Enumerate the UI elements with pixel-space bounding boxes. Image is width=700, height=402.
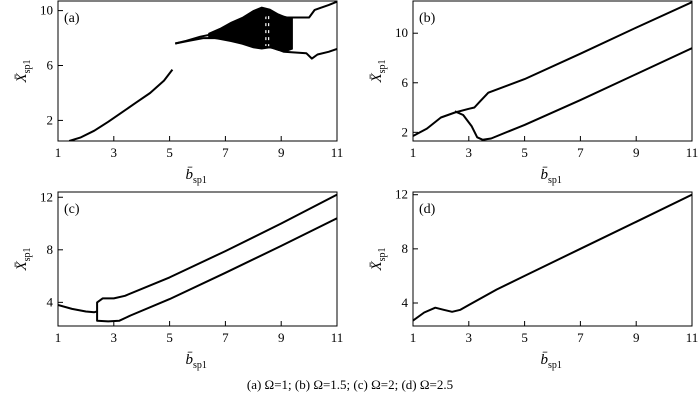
x-tick-label: 5 xyxy=(521,145,528,160)
plot-frame xyxy=(57,0,338,142)
series-line-2 xyxy=(96,217,337,323)
y-axis-label: X̄sp1 xyxy=(369,247,388,271)
y-tick-label: 8 xyxy=(402,241,409,256)
series-line-2 xyxy=(174,1,337,45)
data-area xyxy=(413,1,692,141)
x-tick-label: 9 xyxy=(633,330,640,345)
x-tick-label: 7 xyxy=(577,145,584,160)
x-tick-label: 7 xyxy=(577,330,584,345)
y-tick-label: 10 xyxy=(395,25,408,40)
data-area xyxy=(68,1,337,141)
y-tick-label: 4 xyxy=(47,294,54,309)
x-tick-label: 3 xyxy=(466,145,473,160)
x-tick-label: 11 xyxy=(686,145,699,160)
y-tick-label: 12 xyxy=(40,189,53,204)
x-tick-label: 5 xyxy=(166,145,173,160)
x-tick-label: 5 xyxy=(521,330,528,345)
x-axis-label: b̄sp1 xyxy=(186,352,207,371)
y-axis-label: X̄sp1 xyxy=(14,59,33,83)
y-axis-label: X̄sp1 xyxy=(369,59,388,83)
y-tick-label: 8 xyxy=(47,242,54,257)
series-line-1 xyxy=(413,193,692,322)
x-tick-label: 3 xyxy=(111,330,118,345)
x-tick-label: 1 xyxy=(55,145,62,160)
x-tick-label: 1 xyxy=(55,330,62,345)
x-tick-label: 3 xyxy=(111,145,118,160)
x-tick-label: 11 xyxy=(331,330,344,345)
series-line-1 xyxy=(58,193,337,314)
plot-frame xyxy=(412,0,693,142)
x-tick-label: 9 xyxy=(633,145,640,160)
x-tick-label: 9 xyxy=(278,145,285,160)
panel-3: 1 3 5 7 9 11 4 8 12 (c) b̄sp1 X̄sp1 xyxy=(14,189,343,371)
x-tick-label: 11 xyxy=(686,330,699,345)
x-tick-label: 1 xyxy=(410,330,417,345)
panel-4: 1 3 5 7 9 11 4 8 12 (d) b̄sp1 X̄sp1 xyxy=(369,187,698,371)
series-line-1 xyxy=(413,1,692,137)
series-line-3 xyxy=(175,37,337,60)
x-tick-label: 9 xyxy=(278,330,285,345)
y-tick-label: 4 xyxy=(402,295,409,310)
x-tick-label: 1 xyxy=(410,145,417,160)
panel-label: (c) xyxy=(64,202,80,217)
series-line-2 xyxy=(454,47,692,141)
x-tick-label: 11 xyxy=(331,145,344,160)
x-tick-label: 7 xyxy=(222,145,229,160)
x-tick-label: 7 xyxy=(222,330,229,345)
plot-frame xyxy=(412,191,693,327)
panel-label: (a) xyxy=(64,11,80,26)
plot-frame xyxy=(57,191,338,327)
x-tick-label: 5 xyxy=(166,330,173,345)
x-axis-label: b̄sp1 xyxy=(541,167,562,186)
y-tick-label: 2 xyxy=(47,112,54,127)
x-axis-label: b̄sp1 xyxy=(186,167,207,186)
panel-1: 1 3 5 7 9 11 2 6 10 (a) b̄sp1 X̄sp1 xyxy=(14,0,344,186)
data-area xyxy=(58,193,337,323)
y-tick-label: 2 xyxy=(402,124,409,139)
y-axis-label: X̄sp1 xyxy=(14,247,33,271)
panel-2: 1 3 5 7 9 11 2 6 10 (b) b̄sp1 X̄sp1 xyxy=(369,0,699,186)
y-tick-label: 12 xyxy=(395,187,408,202)
y-tick-label: 6 xyxy=(47,58,54,73)
y-tick-label: 10 xyxy=(40,3,53,18)
figure-caption: (a) Ω=1; (b) Ω=1.5; (c) Ω=2; (d) Ω=2.5 xyxy=(246,377,454,392)
series-line-1 xyxy=(68,68,174,141)
panel-label: (b) xyxy=(419,11,436,26)
data-area xyxy=(413,193,692,322)
panel-label: (d) xyxy=(419,202,436,217)
y-tick-label: 6 xyxy=(402,75,409,90)
x-axis-label: b̄sp1 xyxy=(541,352,562,371)
x-tick-label: 3 xyxy=(466,330,473,345)
